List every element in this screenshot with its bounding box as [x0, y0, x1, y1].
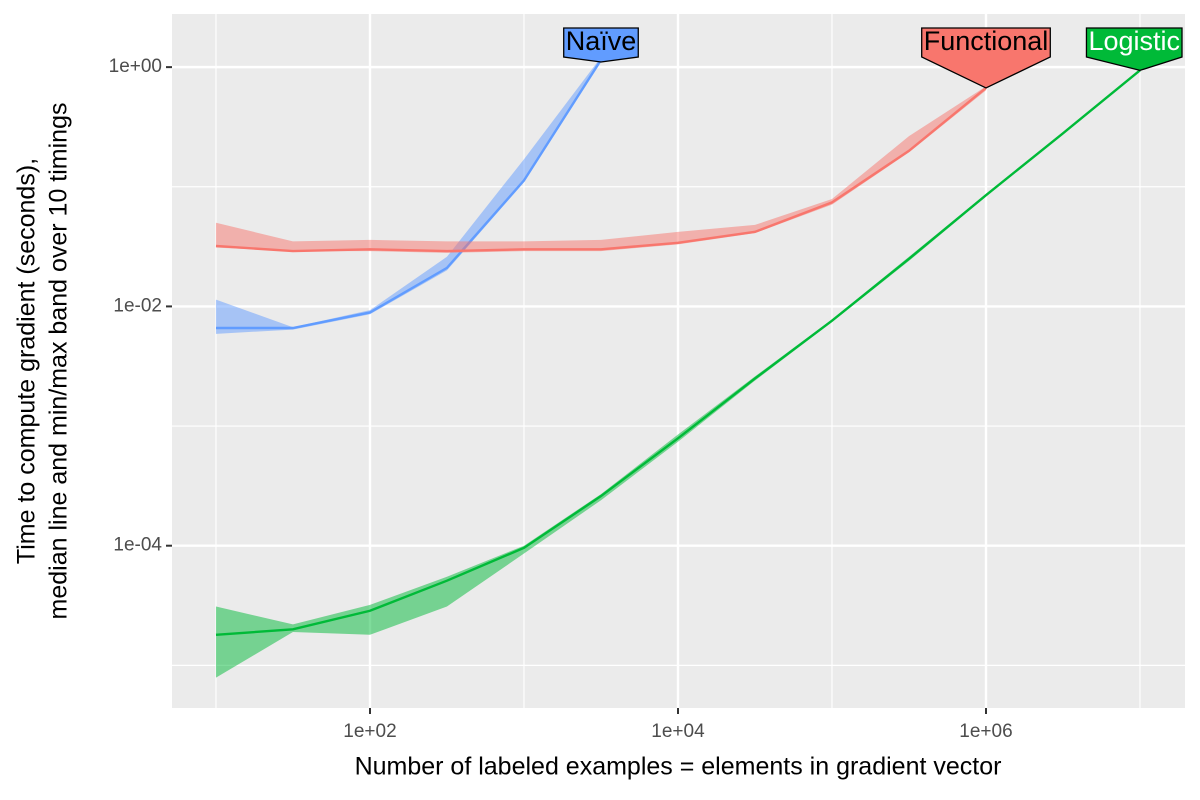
series-label: Logistic [1088, 26, 1180, 56]
y-tick-label: 1e-04 [113, 535, 162, 556]
y-axis-title: Time to compute gradient (seconds), [13, 158, 41, 564]
series-label: Naïve [566, 26, 637, 56]
median-line [215, 87, 987, 253]
x-tick-label: 1e+06 [959, 721, 1012, 742]
y-axis-title: median line and min/max band over 10 tim… [45, 103, 73, 620]
series-label-box [921, 27, 1051, 89]
x-tick-label: 1e+02 [343, 721, 396, 742]
median-line [215, 59, 602, 330]
series-label-box [1085, 27, 1183, 72]
x-tick-label: 1e+04 [651, 721, 705, 742]
y-tick-label: 1e-02 [113, 295, 162, 316]
y-tick-label: 1e+00 [109, 56, 162, 77]
x-axis-title: Number of labeled examples = elements in… [355, 753, 1002, 781]
series-label-box [563, 27, 639, 63]
series-label: Functional [924, 26, 1049, 56]
median-line [215, 69, 1141, 636]
